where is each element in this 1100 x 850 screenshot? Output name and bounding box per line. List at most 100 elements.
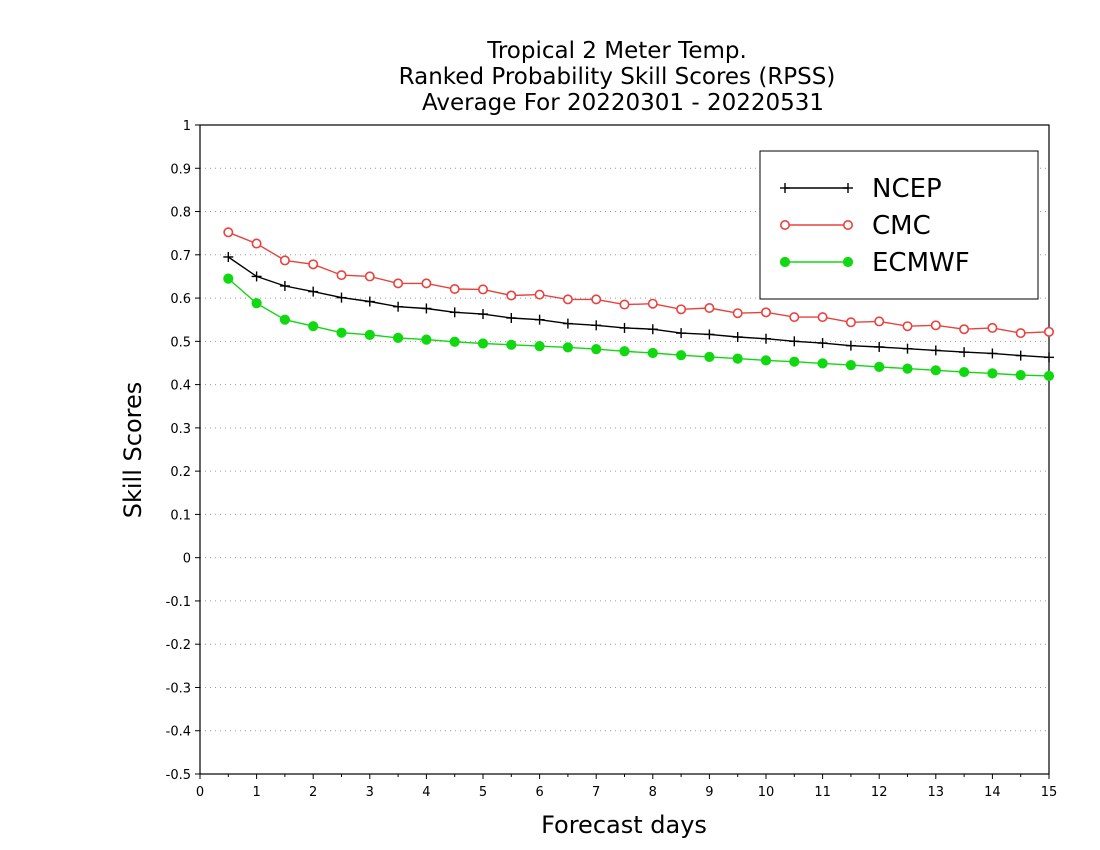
ncep-point — [902, 343, 913, 354]
legend-label-ncep: NCEP — [872, 174, 942, 204]
cmc-point — [562, 294, 573, 305]
x-tick-label: 2 — [309, 785, 317, 800]
cmc-point — [1044, 326, 1055, 337]
cmc-point — [279, 255, 290, 266]
ecmwf-point — [760, 355, 772, 366]
legend-marker-ncep — [780, 183, 790, 193]
ecmwf-point — [449, 336, 460, 347]
legend-entry-ncep: NCEP — [780, 174, 942, 204]
ncep-point — [732, 332, 743, 343]
y-tick-label: -0.1 — [166, 595, 191, 610]
x-tick-label: 7 — [592, 785, 600, 800]
ecmwf-point — [647, 347, 658, 359]
legend-marker-ecmwf — [779, 256, 791, 268]
cmc-point — [987, 322, 998, 333]
ecmwf-point — [308, 321, 319, 332]
y-tick-label: 1 — [183, 119, 191, 134]
ncep-point — [676, 328, 687, 339]
ecmwf-point — [279, 314, 290, 325]
cmc-point — [449, 283, 460, 294]
ecmwf-point — [506, 339, 517, 350]
ncep-point — [364, 296, 375, 307]
ecmwf-point — [676, 350, 687, 361]
ecmwf-point — [987, 368, 998, 379]
cmc-point — [506, 290, 517, 301]
ecmwf-point — [704, 351, 715, 363]
y-tick-label: 0.6 — [170, 292, 191, 307]
title-line-2: Ranked Probability Skill Scores (RPSS) — [399, 64, 836, 90]
ncep-point — [704, 329, 715, 340]
ncep-point — [591, 320, 602, 331]
y-tick-label: 0.1 — [170, 508, 191, 523]
ecmwf-point — [534, 340, 545, 352]
x-tick-label: 11 — [814, 785, 831, 800]
y-tick-label: 0.4 — [170, 379, 191, 394]
ecmwf-point — [845, 360, 857, 371]
ncep-point — [1015, 350, 1026, 361]
cmc-point — [308, 259, 319, 270]
cmc-point — [732, 308, 743, 319]
cmc-point — [704, 303, 715, 314]
legend-label-ecmwf: ECMWF — [872, 248, 970, 278]
legend-marker-ecmwf — [842, 256, 854, 268]
ecmwf-point — [1015, 369, 1026, 381]
y-tick-label: -0.2 — [166, 638, 191, 653]
cmc-point — [477, 284, 488, 295]
ncep-point — [421, 303, 432, 314]
y-tick-label: 0.8 — [170, 206, 191, 221]
plot-frame — [199, 124, 1050, 775]
ecmwf-point — [619, 346, 630, 357]
ecmwf-point — [393, 332, 404, 343]
legend-marker-cmc — [779, 220, 790, 231]
ncep-point — [534, 314, 545, 325]
legend-entry-ecmwf: ECMWF — [779, 248, 970, 278]
cmc-point — [845, 317, 856, 328]
cmc-point — [959, 324, 970, 335]
cmc-point — [251, 238, 262, 249]
ecmwf-point — [251, 298, 262, 309]
ecmwf-point — [223, 273, 234, 284]
ecmwf-point — [477, 338, 489, 349]
cmc-point — [760, 307, 771, 318]
series-cmc — [223, 227, 1055, 339]
cmc-point — [534, 289, 545, 300]
ncep-point — [223, 251, 234, 262]
y-tick-label: -0.3 — [166, 681, 191, 696]
x-tick-label: 10 — [758, 785, 775, 800]
x-tick-label: 8 — [649, 785, 657, 800]
ncep-point — [1044, 352, 1054, 363]
cmc-point — [364, 271, 375, 282]
ncep-point — [562, 318, 573, 329]
cmc-point — [930, 320, 941, 331]
ncep-point — [817, 338, 828, 349]
series-layer — [223, 227, 1055, 382]
cmc-point — [647, 298, 658, 309]
cmc-point — [676, 304, 687, 315]
legend-marker-ncep — [843, 183, 853, 193]
x-tick-label: 0 — [196, 785, 204, 800]
ecmwf-point — [789, 356, 800, 367]
chart-title: Tropical 2 Meter Temp. Ranked Probabilit… — [399, 38, 836, 116]
ecmwf-point — [364, 329, 375, 340]
y-tick-label: 0.5 — [170, 335, 191, 350]
cmc-point — [902, 321, 913, 332]
x-tick-label: 14 — [984, 785, 1001, 800]
ncep-point — [987, 348, 998, 359]
x-tick-label: 13 — [928, 785, 945, 800]
ncep-point — [930, 345, 941, 356]
x-tick-label: 5 — [479, 785, 487, 800]
series-ecmwf — [223, 273, 1055, 382]
x-tick-label: 3 — [366, 785, 374, 800]
y-axis-ticks: -0.5 -0.4 -0.3 -0.2 -0.1 0 0.1 0.2 0.3 0.4 0.5 0.6 0… — [166, 119, 200, 783]
series-ncep — [223, 251, 1054, 363]
ecmwf-point — [562, 342, 574, 353]
cmc-point — [421, 278, 432, 289]
ncep-point — [308, 286, 319, 297]
y-tick-label: 0.3 — [170, 422, 191, 437]
legend-entry-cmc: CMC — [779, 211, 931, 241]
y-tick-label: 0.2 — [170, 465, 191, 480]
ecmwf-point — [591, 344, 602, 355]
ecmwf-point — [336, 327, 347, 338]
ncep-point — [506, 312, 517, 323]
